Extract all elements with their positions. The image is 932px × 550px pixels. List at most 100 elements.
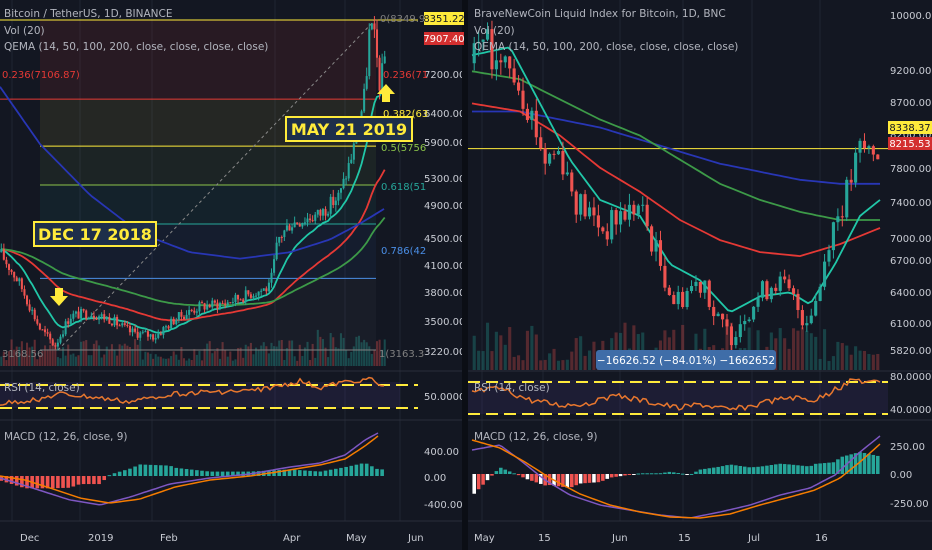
candle-body [193,310,196,313]
volume-bar [314,357,317,366]
price-tick: 3800.00 [424,288,465,299]
volume-bar [363,339,366,366]
fib-zone [40,278,376,350]
volume-bar [375,341,379,366]
macd-histogram-bar [853,453,858,474]
volume-bar [221,342,224,366]
candle-body [31,309,34,311]
macd-histogram-bar [297,470,302,476]
candle-body [676,291,680,305]
time-tick: Jun [407,533,424,544]
macd-histogram-bar [35,476,40,489]
candle-body [539,137,543,149]
fib-label-0618: 0.618(51 [381,182,426,193]
right-rsi-pane [468,378,888,415]
volume-bar [185,360,188,366]
candle-body [67,321,70,324]
measure-tooltip: −16626.52 (−84.01%) −1662652 [596,350,776,370]
macd-histogram-bar [663,472,667,474]
candle-body [672,295,676,305]
candle-body [627,204,631,220]
right-time-axis[interactable]: May 15 Jun 15 Jul 16 [474,533,828,544]
candle-body [876,154,880,160]
annotation-dec-17-2018[interactable]: DEC 17 2018 [33,221,157,247]
candle-body [5,259,8,265]
macd-histogram-bar [747,467,751,474]
macd-histogram-bar [570,474,574,488]
left-time-axis[interactable]: Dec 2019 Feb Apr May Jun [20,533,424,544]
macd-histogram-bar [791,464,796,474]
candle-body [769,287,773,300]
candle-body [87,318,90,320]
volume-bar [574,338,578,370]
volume-bar [319,336,322,366]
volume-bar [80,341,83,366]
candle-body [162,327,165,335]
signal-line [471,439,881,519]
annotation-may-21-2019[interactable]: MAY 21 2019 [285,116,413,142]
macd-histogram-bar [354,464,359,476]
volume-bar [534,334,538,370]
candle-body [752,306,756,320]
macd-histogram-bar [503,469,508,474]
candle-body [548,153,552,164]
macd-histogram-bar [672,472,676,474]
left-fib-retracement[interactable] [0,19,418,351]
candle-body [525,108,529,120]
volume-bar [255,347,258,366]
candle-body [105,317,108,320]
volume-bar [152,358,155,366]
volume-bar [260,345,263,366]
right-legend: BraveNewCoin Liquid Index for Bitcoin, 1… [474,8,738,443]
volume-bar [54,342,57,366]
volume-bar [347,358,350,366]
macd-histogram-bar [164,465,168,476]
volume-bar [229,351,232,366]
macd-histogram-bar [277,469,282,476]
candle-body [56,342,59,347]
volume-bar [301,355,304,366]
volume-bar [503,344,507,370]
candle-body [734,337,738,346]
price-tick: 5300.00 [424,174,465,185]
candle-body [796,293,800,311]
candle-body [144,331,147,333]
volume-bar [141,359,144,366]
low-label: 3168.56 [2,349,43,360]
macd-histogram-bar [339,467,343,476]
volume-bar [20,341,23,366]
volume-bar [280,339,283,366]
left-volume-bars [0,329,386,366]
candle-body [195,311,198,313]
candle-body [663,265,667,288]
macd-histogram-bar [711,467,716,474]
candle-body [167,326,170,329]
volume-bar [278,340,281,366]
candle-body [650,226,654,252]
volume-bar [193,349,196,366]
candle-body [383,56,386,64]
right-price-axis[interactable]: 10000.00 9200.00 8700.00 8200.00 7800.00 7400… [890,11,932,510]
macd-histogram-bar [195,470,199,476]
macd-histogram-bar [225,471,230,476]
price-tick: 4100.00 [424,261,465,272]
macd-histogram-bar [215,471,220,476]
volume-bar [583,355,587,370]
volume-bar [69,354,72,366]
candle-body [583,194,587,217]
volume-bar [51,340,54,366]
time-tick: May [346,533,367,544]
candle-body [7,264,11,271]
volume-bar [525,330,529,370]
left-macd-label: MACD (12, 26, close, 9) [4,431,127,443]
volume-bar [247,346,250,366]
candle-body [298,224,301,227]
candle-body [337,192,340,201]
candle-body [552,153,556,155]
volume-bar [368,346,371,366]
macd-histogram-bar [689,473,694,475]
volume-bar [316,329,319,366]
volume-bar [249,342,252,366]
candle-body [25,295,29,305]
